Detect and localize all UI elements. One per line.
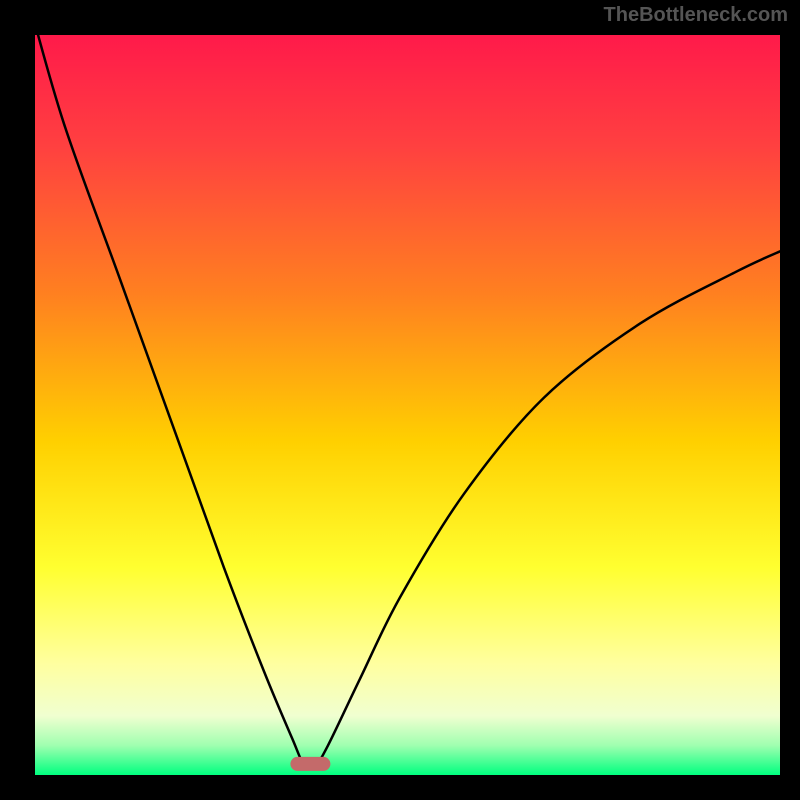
chart-container: TheBottleneck.com (0, 0, 800, 800)
watermark-text: TheBottleneck.com (604, 4, 788, 27)
minimum-marker (290, 757, 330, 771)
bottleneck-chart (0, 0, 800, 800)
gradient-background (35, 35, 780, 775)
